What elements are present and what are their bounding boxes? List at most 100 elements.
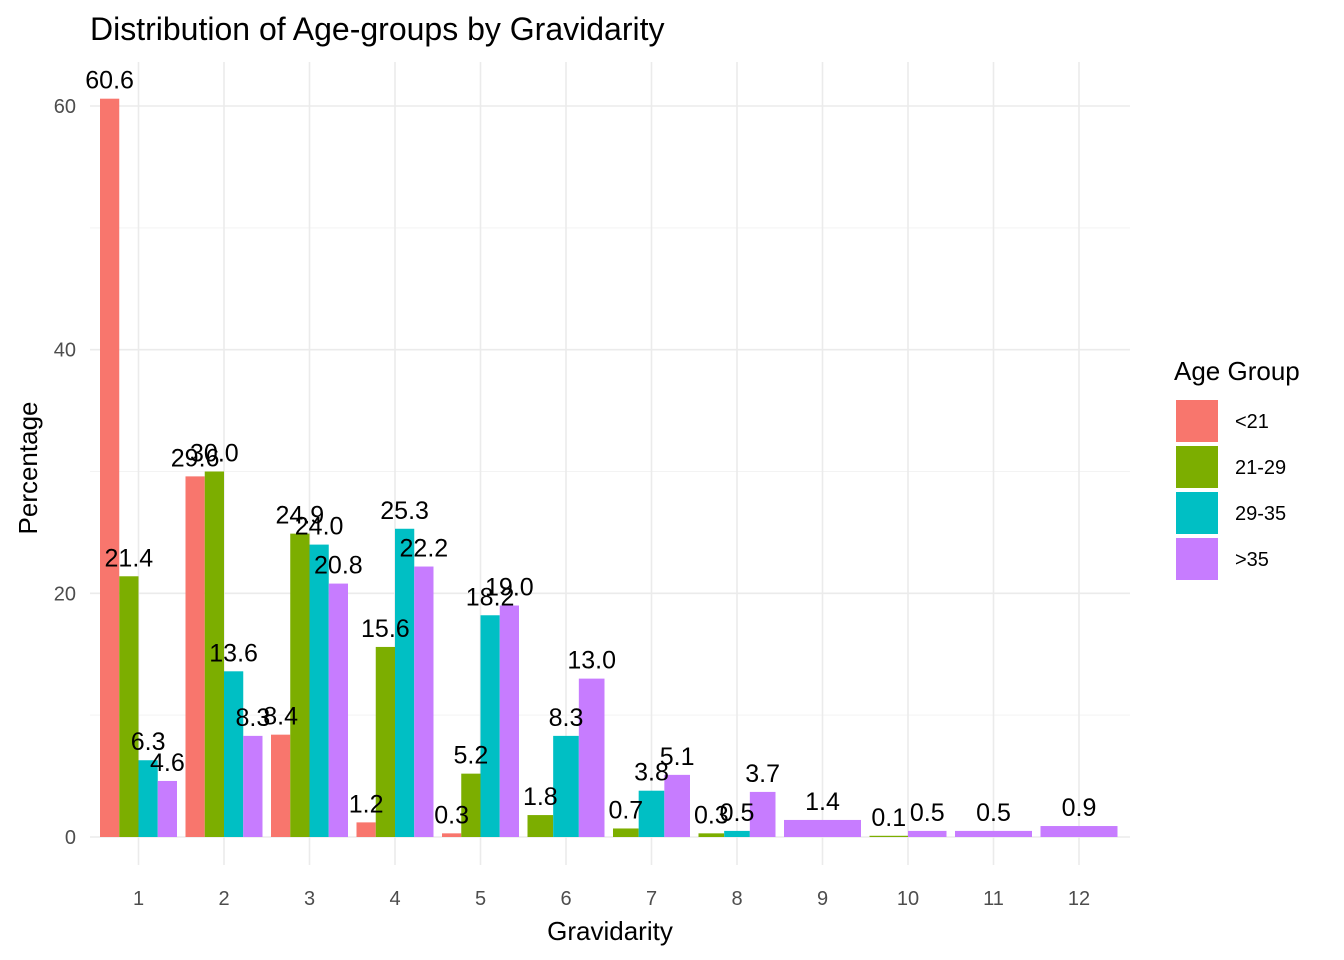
bar bbox=[553, 735, 579, 837]
bar bbox=[395, 528, 415, 837]
data-label: 3.8 bbox=[634, 759, 669, 787]
data-label: 0.3 bbox=[694, 801, 729, 829]
bar bbox=[442, 833, 462, 837]
data-label: 22.2 bbox=[400, 535, 449, 563]
bar bbox=[749, 791, 776, 837]
bar bbox=[290, 533, 310, 837]
data-label: 24.9 bbox=[276, 502, 325, 530]
bars bbox=[100, 98, 1118, 837]
bar bbox=[119, 576, 139, 837]
x-axis-ticks: 1 2 3 4 5 6 7 8 9 10 11 12 bbox=[133, 888, 1090, 910]
data-label: 1.4 bbox=[805, 788, 840, 816]
data-label: 8.3 bbox=[235, 704, 270, 732]
data-label: 1.8 bbox=[523, 783, 558, 811]
bar bbox=[461, 773, 481, 837]
legend-label: 21-29 bbox=[1235, 457, 1286, 479]
bar bbox=[613, 828, 639, 837]
bar bbox=[328, 583, 348, 837]
y-tick-label: 60 bbox=[54, 96, 76, 118]
data-label: 30.0 bbox=[190, 440, 239, 468]
data-label: 0.1 bbox=[871, 804, 906, 832]
x-tick-label: 9 bbox=[817, 888, 828, 910]
legend-label: <21 bbox=[1235, 411, 1269, 433]
bar bbox=[527, 815, 554, 837]
bar bbox=[480, 615, 500, 837]
bar bbox=[414, 566, 434, 837]
bar bbox=[638, 790, 665, 837]
x-tick-label: 2 bbox=[218, 888, 229, 910]
data-label: 24.0 bbox=[295, 513, 344, 541]
bar bbox=[185, 476, 205, 837]
data-label: 0.5 bbox=[720, 799, 755, 827]
legend-label: >35 bbox=[1235, 549, 1269, 571]
bar bbox=[499, 605, 519, 837]
chart-title: Distribution of Age-groups by Gravidarit… bbox=[90, 11, 664, 47]
data-label: 60.6 bbox=[85, 67, 134, 95]
bar bbox=[578, 678, 605, 837]
data-label: 21.4 bbox=[105, 544, 154, 572]
data-label: 0.5 bbox=[910, 799, 945, 827]
bar bbox=[243, 735, 263, 837]
x-tick-label: 3 bbox=[304, 888, 315, 910]
x-tick-label: 5 bbox=[475, 888, 486, 910]
data-label: 25.3 bbox=[380, 497, 429, 525]
data-label: 6.3 bbox=[131, 728, 166, 756]
bar bbox=[869, 835, 908, 837]
x-tick-label: 1 bbox=[133, 888, 144, 910]
bar bbox=[356, 822, 376, 837]
bar bbox=[664, 774, 690, 837]
bar bbox=[784, 819, 861, 837]
legend-key bbox=[1176, 446, 1218, 488]
y-tick-label: 20 bbox=[54, 583, 76, 605]
bar bbox=[908, 830, 947, 837]
x-tick-label: 12 bbox=[1068, 888, 1090, 910]
grid bbox=[90, 62, 1130, 865]
bar bbox=[204, 471, 224, 837]
x-tick-label: 8 bbox=[731, 888, 742, 910]
data-label: 13.6 bbox=[209, 639, 258, 667]
data-label: 0.5 bbox=[976, 799, 1011, 827]
data-label: 5.2 bbox=[453, 742, 488, 770]
x-axis-title: Gravidarity bbox=[547, 916, 673, 946]
bar bbox=[157, 780, 177, 837]
x-tick-label: 4 bbox=[389, 888, 400, 910]
bar bbox=[138, 760, 158, 837]
data-label: 13.0 bbox=[567, 647, 616, 675]
x-tick-label: 10 bbox=[897, 888, 919, 910]
data-label: 8.4 bbox=[263, 703, 298, 731]
data-label: 1.2 bbox=[349, 790, 384, 818]
data-label: 15.6 bbox=[361, 615, 410, 643]
data-label: 20.8 bbox=[314, 552, 363, 580]
bar bbox=[224, 671, 244, 837]
y-tick-label: 40 bbox=[54, 340, 76, 362]
data-labels: 60.6 29.6 8.4 1.2 0.3 21.4 30.0 24.9 15.6 5.2 1.8 0… bbox=[85, 67, 1096, 832]
bar bbox=[955, 830, 1032, 837]
data-label: 5.1 bbox=[660, 743, 695, 771]
x-tick-label: 7 bbox=[646, 888, 657, 910]
legend: Age Group <21 21-29 29-35 >35 bbox=[1174, 356, 1300, 580]
bar bbox=[309, 544, 329, 837]
y-tick-label: 0 bbox=[65, 827, 76, 849]
bar bbox=[724, 830, 750, 837]
data-label: 3.7 bbox=[745, 760, 780, 788]
bar bbox=[271, 734, 291, 837]
legend-label: 29-35 bbox=[1235, 503, 1286, 525]
data-label: 0.9 bbox=[1062, 794, 1097, 822]
data-label: 18.2 bbox=[466, 583, 515, 611]
legend-key bbox=[1176, 400, 1218, 442]
x-tick-label: 6 bbox=[560, 888, 571, 910]
bar bbox=[100, 98, 120, 837]
data-label: 8.3 bbox=[549, 704, 584, 732]
legend-key bbox=[1176, 538, 1218, 580]
data-label: 19.0 bbox=[485, 574, 534, 602]
bar bbox=[698, 833, 725, 837]
bar bbox=[375, 646, 395, 837]
data-label: 4.6 bbox=[150, 749, 185, 777]
bar bbox=[1040, 826, 1118, 837]
x-tick-label: 11 bbox=[983, 888, 1004, 910]
y-axis-ticks: 0 20 40 60 bbox=[54, 96, 76, 849]
legend-key bbox=[1176, 492, 1218, 534]
data-label: 29.6 bbox=[171, 444, 220, 472]
data-label: 0.3 bbox=[434, 801, 469, 829]
